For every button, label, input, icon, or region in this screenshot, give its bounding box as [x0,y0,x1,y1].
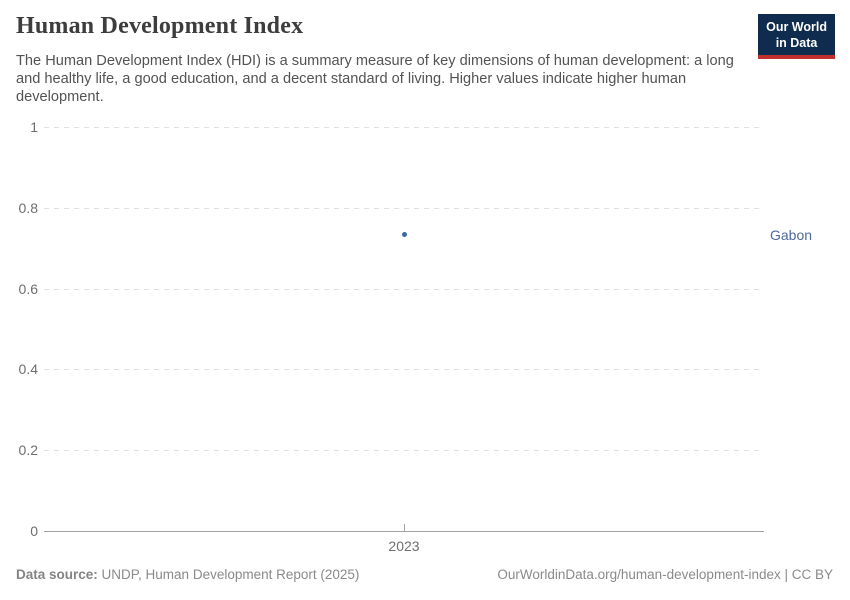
owid-logo-line2: in Data [775,36,818,51]
x-axis-line [44,531,764,532]
y-tick-label: 0 [30,523,38,539]
gridline [44,207,764,209]
y-tick-label: 0.2 [18,442,38,459]
gridline [44,450,764,452]
gridline [44,369,764,371]
chart-subtitle: The Human Development Index (HDI) is a s… [16,53,734,106]
data-source-text: UNDP, Human Development Report (2025) [97,567,360,582]
x-axis-tick [403,524,405,531]
gridline [44,127,764,128]
x-tick-label: 2023 [388,538,420,554]
owid-logo[interactable]: Our World in Data [758,14,835,59]
entity-label-gabon[interactable]: Gabon [770,226,813,243]
data-source-note[interactable]: Data source: UNDP, Human Development Rep… [16,567,359,582]
data-source-label: Data source: [16,567,98,582]
y-tick-label: 0.8 [18,199,38,216]
owid-logo-line1: Our World [766,20,827,34]
page-title: Human Development Index [16,13,304,39]
data-point-gabon[interactable] [401,232,407,238]
y-tick-label: 0.4 [18,361,38,378]
y-tick-label: 1 [30,119,38,135]
gridline [44,288,764,290]
owid-citation-link[interactable]: OurWorldinData.org/human-development-ind… [497,567,833,582]
chart-footer: Data source: UNDP, Human Development Rep… [16,567,833,582]
y-tick-label: 0.6 [18,280,38,297]
